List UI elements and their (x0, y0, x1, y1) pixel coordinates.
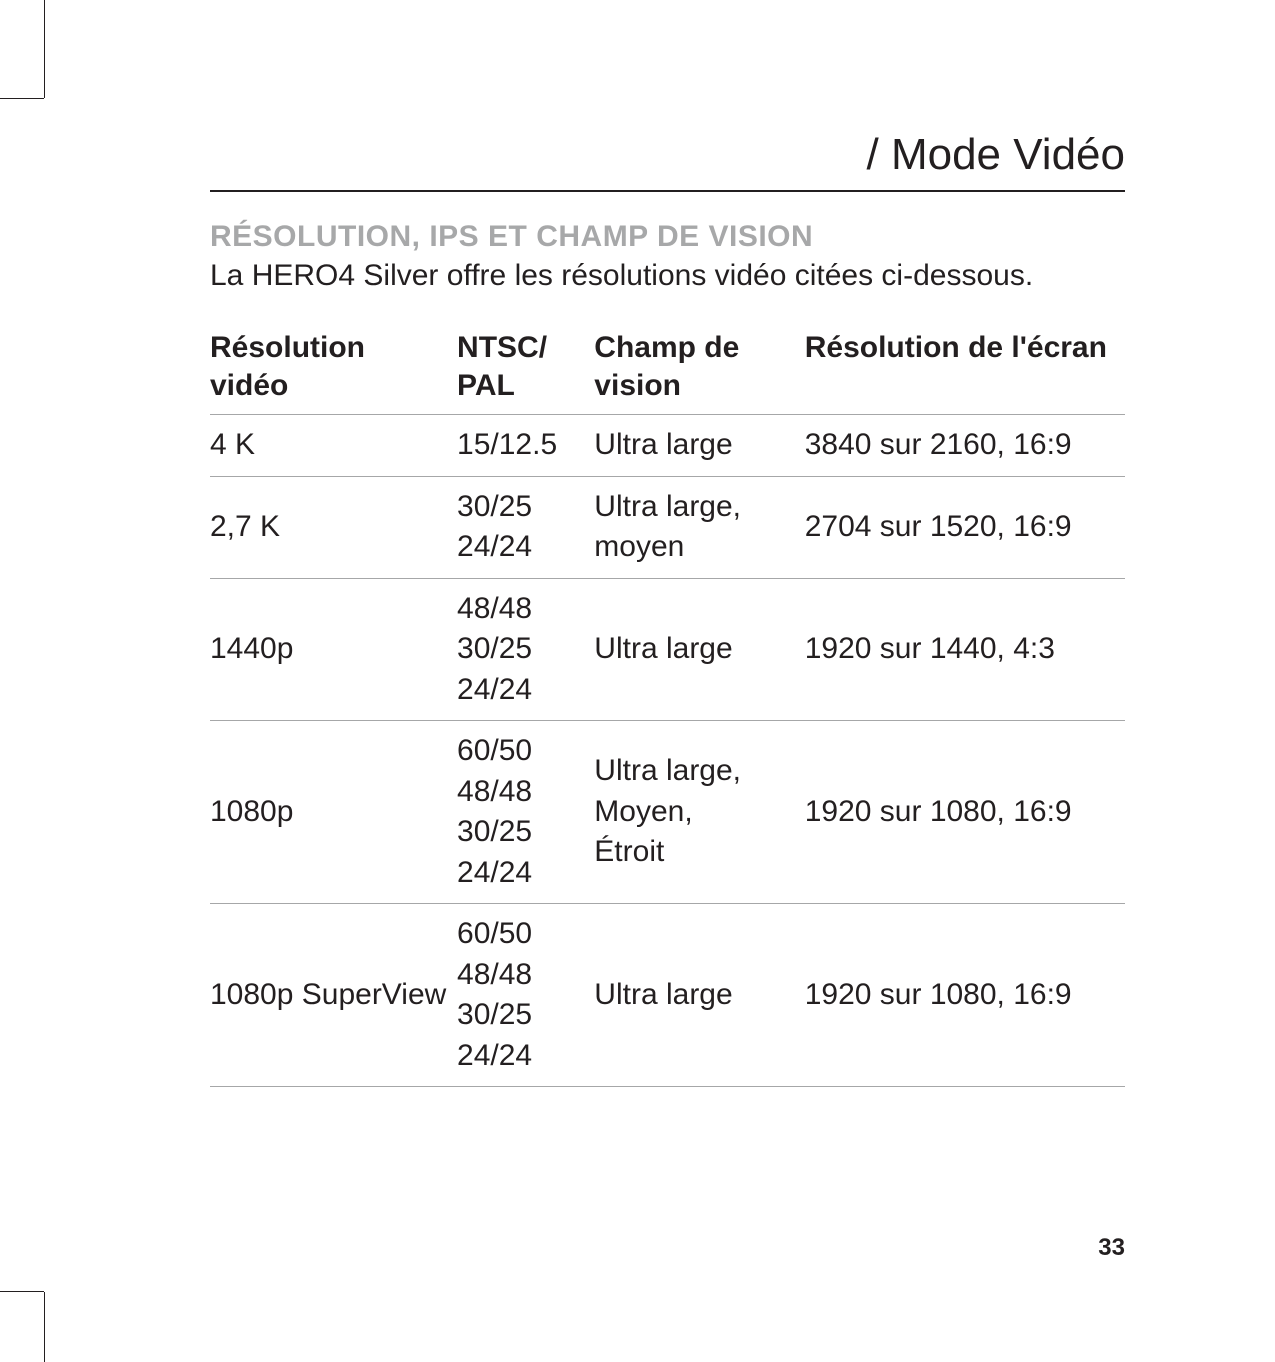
cell-ecran: 2704 sur 1520, 16:9 (805, 476, 1125, 578)
table-row: 4 K 15/12.5 Ultra large 3840 sur 2160, 1… (210, 415, 1125, 477)
col-header-champ: Champ de vision (594, 329, 804, 415)
content-area: / Mode Vidéo RÉSOLUTION, IPS ET CHAMP DE… (210, 130, 1125, 1087)
col-header-resolution: Résolution vidéo (210, 329, 457, 415)
intro-text: La HERO4 Silver offre les résolutions vi… (210, 256, 1125, 295)
section-heading: RÉSOLUTION, IPS ET CHAMP DE VISION (210, 220, 1125, 254)
cell-ntsc: 60/50 48/48 30/25 24/24 (457, 721, 594, 904)
col-header-ecran: Résolution de l'écran (805, 329, 1125, 415)
table-header-row: Résolution vidéo NTSC/ PAL Champ de visi… (210, 329, 1125, 415)
page-title: / Mode Vidéo (210, 130, 1125, 192)
cell-ecran: 1920 sur 1080, 16:9 (805, 721, 1125, 904)
cell-ntsc: 15/12.5 (457, 415, 594, 477)
cell-resolution: 2,7 K (210, 476, 457, 578)
col-header-ntsc-pal: NTSC/ PAL (457, 329, 594, 415)
cell-champ: Ultra large (594, 904, 804, 1087)
cell-resolution: 1440p (210, 578, 457, 721)
cell-ecran: 3840 sur 2160, 16:9 (805, 415, 1125, 477)
cell-resolution: 1080p (210, 721, 457, 904)
cell-ecran: 1920 sur 1440, 4:3 (805, 578, 1125, 721)
cell-ecran: 1920 sur 1080, 16:9 (805, 904, 1125, 1087)
cell-ntsc: 60/50 48/48 30/25 24/24 (457, 904, 594, 1087)
table-row: 1080p SuperView 60/50 48/48 30/25 24/24 … (210, 904, 1125, 1087)
page: / Mode Vidéo RÉSOLUTION, IPS ET CHAMP DE… (0, 0, 1275, 1362)
crop-mark (44, 0, 45, 98)
cell-champ: Ultra large, Moyen, Étroit (594, 721, 804, 904)
page-number: 33 (1098, 1234, 1125, 1262)
cell-champ: Ultra large (594, 578, 804, 721)
table-row: 1080p 60/50 48/48 30/25 24/24 Ultra larg… (210, 721, 1125, 904)
cell-champ: Ultra large, moyen (594, 476, 804, 578)
cell-ntsc: 30/25 24/24 (457, 476, 594, 578)
crop-mark (0, 98, 44, 99)
cell-resolution: 1080p SuperView (210, 904, 457, 1087)
crop-mark (44, 1292, 45, 1362)
resolution-table: Résolution vidéo NTSC/ PAL Champ de visi… (210, 329, 1125, 1087)
crop-mark (0, 1291, 44, 1292)
table-row: 2,7 K 30/25 24/24 Ultra large, moyen 270… (210, 476, 1125, 578)
cell-ntsc: 48/48 30/25 24/24 (457, 578, 594, 721)
table-row: 1440p 48/48 30/25 24/24 Ultra large 1920… (210, 578, 1125, 721)
cell-resolution: 4 K (210, 415, 457, 477)
cell-champ: Ultra large (594, 415, 804, 477)
